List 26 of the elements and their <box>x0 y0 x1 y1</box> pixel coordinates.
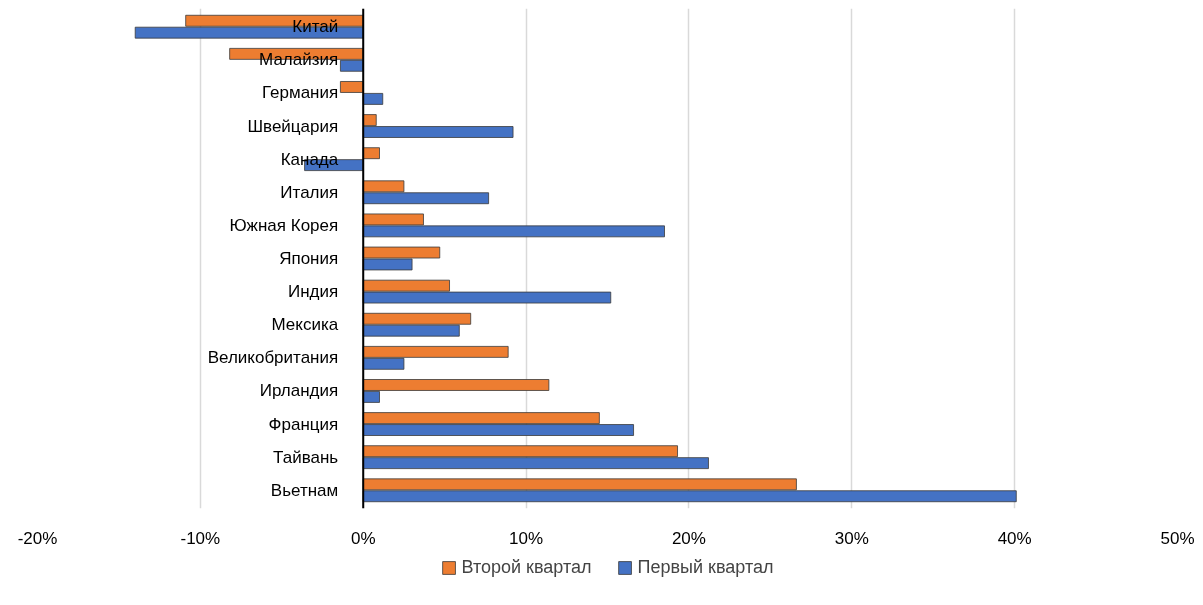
legend-label: Первый квартал <box>637 556 774 578</box>
x-tick-label: 50% <box>1160 528 1195 548</box>
x-tick-label: 0% <box>350 528 376 548</box>
legend-label: Второй квартал <box>461 556 592 578</box>
y-tick-label: Италия <box>280 182 339 202</box>
x-tick-label: 10% <box>509 528 544 548</box>
y-tick-label: Великобритания <box>207 348 339 368</box>
y-tick-label: Индия <box>287 282 339 302</box>
y-tick-label: Франция <box>268 414 339 434</box>
x-tick-label: 20% <box>671 528 706 548</box>
y-tick-label: Мексика <box>271 315 339 335</box>
x-tick-label: -20% <box>17 528 58 548</box>
y-tick-label: Тайвань <box>273 447 339 467</box>
y-tick-label: Швейцария <box>247 116 339 136</box>
y-tick-label: Япония <box>279 249 339 268</box>
x-tick-label: -10% <box>180 528 221 548</box>
y-tick-label: Южная Корея <box>229 215 339 235</box>
y-tick-label: Ирландия <box>259 381 339 401</box>
y-tick-label: Китай <box>292 17 339 37</box>
bar <box>362 147 380 160</box>
bar <box>362 93 384 105</box>
bar <box>340 81 364 93</box>
x-tick-label: 40% <box>997 528 1032 548</box>
y-tick-label: Вьетнам <box>270 480 339 500</box>
x-tick-label: 30% <box>834 528 869 548</box>
y-tick-label: Германия <box>262 83 339 103</box>
